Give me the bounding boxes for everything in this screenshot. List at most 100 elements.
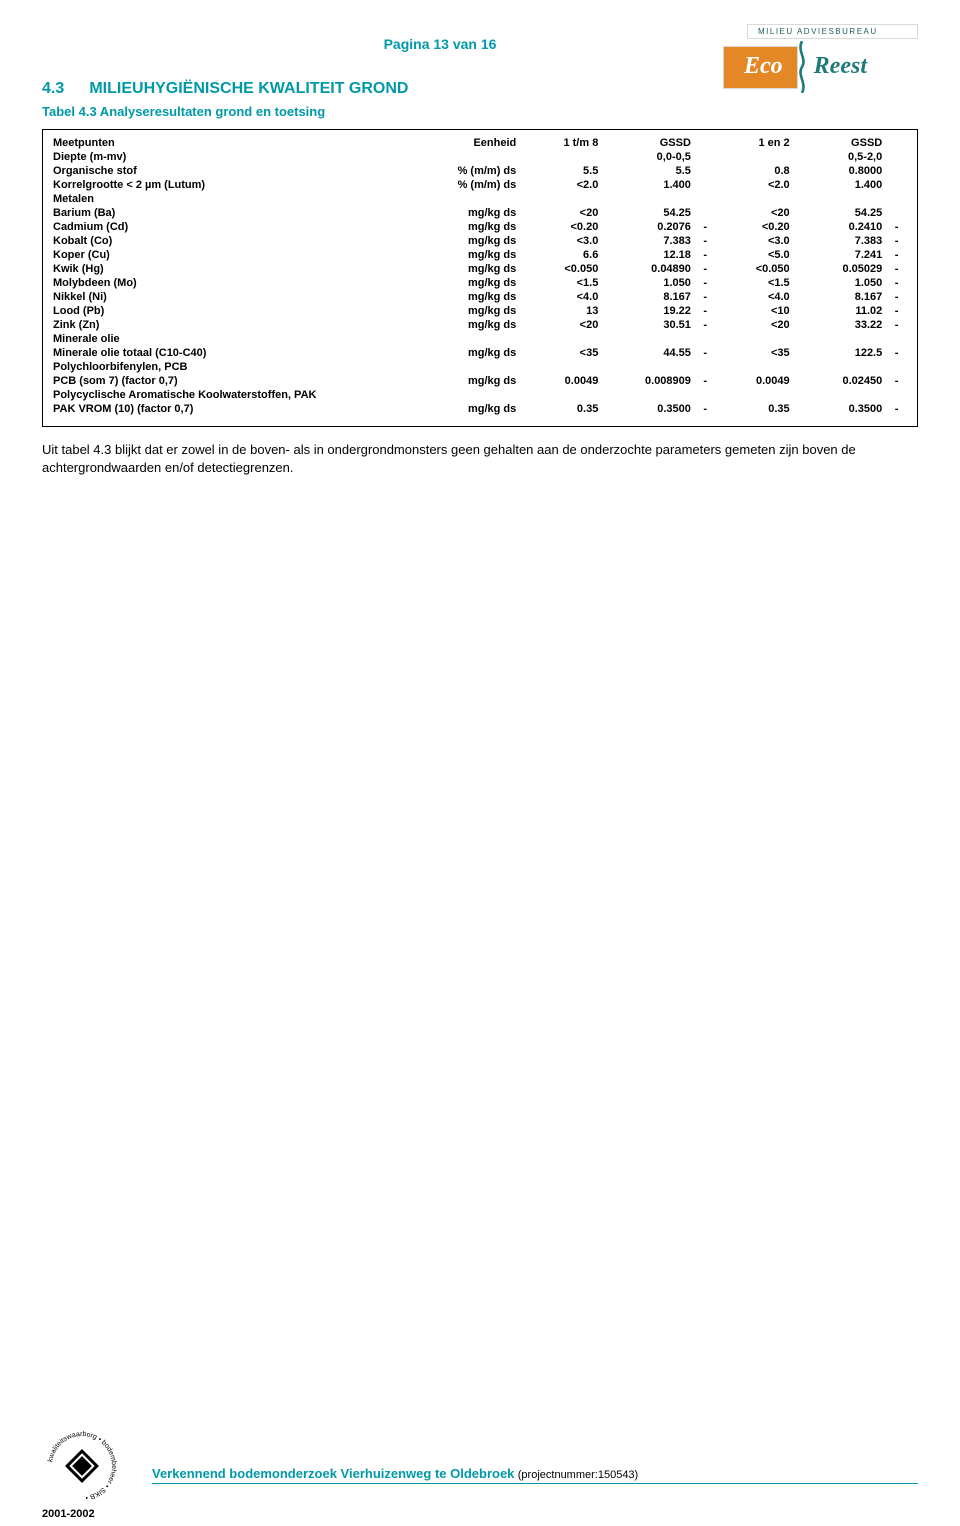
cell <box>693 178 718 192</box>
col-val1: 1 t/m 8 <box>526 136 600 150</box>
cell: Koper (Cu) <box>51 248 409 262</box>
cell: <20 <box>718 318 792 332</box>
cell <box>718 150 792 164</box>
logo-eco: Eco <box>723 46 798 89</box>
cell: 7.241 <box>792 248 885 262</box>
cell: 0.35 <box>526 402 600 416</box>
logo-top-text: MILIEU ADVIESBUREAU <box>747 24 918 39</box>
group-title: Minerale olie <box>51 332 909 346</box>
cell: mg/kg ds <box>409 206 526 220</box>
cell: <0.050 <box>526 262 600 276</box>
cell <box>884 150 909 164</box>
cell: Minerale olie totaal (C10-C40) <box>51 346 409 360</box>
cell <box>884 206 909 220</box>
cell: <4.0 <box>718 290 792 304</box>
col-gssd1: GSSD <box>600 136 693 150</box>
cell: 8.167 <box>792 290 885 304</box>
cell: <3.0 <box>718 234 792 248</box>
cell: <3.0 <box>526 234 600 248</box>
cell: 0.35 <box>718 402 792 416</box>
cell: <2.0 <box>718 178 792 192</box>
cell: Cadmium (Cd) <box>51 220 409 234</box>
cell: <1.5 <box>526 276 600 290</box>
cell: - <box>693 374 718 388</box>
footer-line <box>152 1483 918 1484</box>
cell: - <box>693 276 718 290</box>
cell: <20 <box>526 206 600 220</box>
table-row: Nikkel (Ni)mg/kg ds<4.08.167-<4.08.167- <box>51 290 909 304</box>
cell: PAK VROM (10) (factor 0,7) <box>51 402 409 416</box>
body-paragraph: Uit tabel 4.3 blijkt dat er zowel in de … <box>42 441 918 476</box>
col-meetpunten: Meetpunten <box>51 136 409 150</box>
cell: 7.383 <box>600 234 693 248</box>
cell: mg/kg ds <box>409 220 526 234</box>
cell: <0.20 <box>526 220 600 234</box>
table-row: Minerale olie totaal (C10-C40)mg/kg ds<3… <box>51 346 909 360</box>
group-header-row: Metalen <box>51 192 909 206</box>
table-row: Diepte (m-mv) 0,0-0,5 0,5-2,0 <box>51 150 909 164</box>
table-row: Koper (Cu)mg/kg ds6.612.18-<5.07.241- <box>51 248 909 262</box>
cell: 0.2410 <box>792 220 885 234</box>
cell: Barium (Ba) <box>51 206 409 220</box>
cell: <1.5 <box>718 276 792 290</box>
cell: <35 <box>526 346 600 360</box>
table-row: Molybdeen (Mo)mg/kg ds<1.51.050-<1.51.05… <box>51 276 909 290</box>
cell: 0.8 <box>718 164 792 178</box>
cell: mg/kg ds <box>409 262 526 276</box>
cell: mg/kg ds <box>409 290 526 304</box>
cell: % (m/m) ds <box>409 164 526 178</box>
cell: - <box>884 262 909 276</box>
cell: 44.55 <box>600 346 693 360</box>
cell: <5.0 <box>718 248 792 262</box>
group-header-row: Polychloorbifenylen, PCB <box>51 360 909 374</box>
data-table-wrapper: Meetpunten Eenheid 1 t/m 8 GSSD 1 en 2 G… <box>42 129 918 427</box>
cell: 0.8000 <box>792 164 885 178</box>
cell: % (m/m) ds <box>409 178 526 192</box>
table-row: Korrelgrootte < 2 µm (Lutum)% (m/m) ds <2… <box>51 178 909 192</box>
col-t1 <box>693 136 718 150</box>
table-row: Barium (Ba)mg/kg ds<2054.25<2054.25 <box>51 206 909 220</box>
cell <box>526 150 600 164</box>
cell: 7.383 <box>792 234 885 248</box>
table-row: PCB (som 7) (factor 0,7)mg/kg ds0.00490.… <box>51 374 909 388</box>
cell: mg/kg ds <box>409 318 526 332</box>
cell: mg/kg ds <box>409 374 526 388</box>
cell: - <box>884 234 909 248</box>
data-table: Meetpunten Eenheid 1 t/m 8 GSSD 1 en 2 G… <box>51 136 909 416</box>
footer-years: 2001-2002 <box>42 1508 95 1520</box>
cell: Molybdeen (Mo) <box>51 276 409 290</box>
cell: 8.167 <box>600 290 693 304</box>
cell: 0.3500 <box>792 402 885 416</box>
cell: 0.0049 <box>718 374 792 388</box>
col-gssd2: GSSD <box>792 136 885 150</box>
cell: - <box>693 248 718 262</box>
cell: Kobalt (Co) <box>51 234 409 248</box>
cell: - <box>884 402 909 416</box>
cell: 1.400 <box>600 178 693 192</box>
cell: 0,5-2,0 <box>792 150 885 164</box>
cell: PCB (som 7) (factor 0,7) <box>51 374 409 388</box>
cell: - <box>884 304 909 318</box>
cell: 1.050 <box>600 276 693 290</box>
cell: - <box>693 304 718 318</box>
cell: - <box>884 374 909 388</box>
cell: - <box>693 290 718 304</box>
group-title: Metalen <box>51 192 909 206</box>
col-val2: 1 en 2 <box>718 136 792 150</box>
cell: 1.050 <box>792 276 885 290</box>
cell: - <box>693 234 718 248</box>
cell: Nikkel (Ni) <box>51 290 409 304</box>
cell: - <box>693 262 718 276</box>
cell: - <box>884 248 909 262</box>
group-header-row: Minerale olie <box>51 332 909 346</box>
cell: 54.25 <box>600 206 693 220</box>
cell: 0,0-0,5 <box>600 150 693 164</box>
table-row: Organische stof% (m/m) ds5.55.50.80.8000 <box>51 164 909 178</box>
section-title: MILIEUHYGIËNISCHE KWALITEIT GROND <box>89 80 408 97</box>
cell: - <box>884 290 909 304</box>
group-title: Polycyclische Aromatische Koolwaterstoff… <box>51 388 909 402</box>
cell: <20 <box>526 318 600 332</box>
cell: Korrelgrootte < 2 µm (Lutum) <box>51 178 409 192</box>
cell: Diepte (m-mv) <box>51 150 409 164</box>
cell <box>884 178 909 192</box>
